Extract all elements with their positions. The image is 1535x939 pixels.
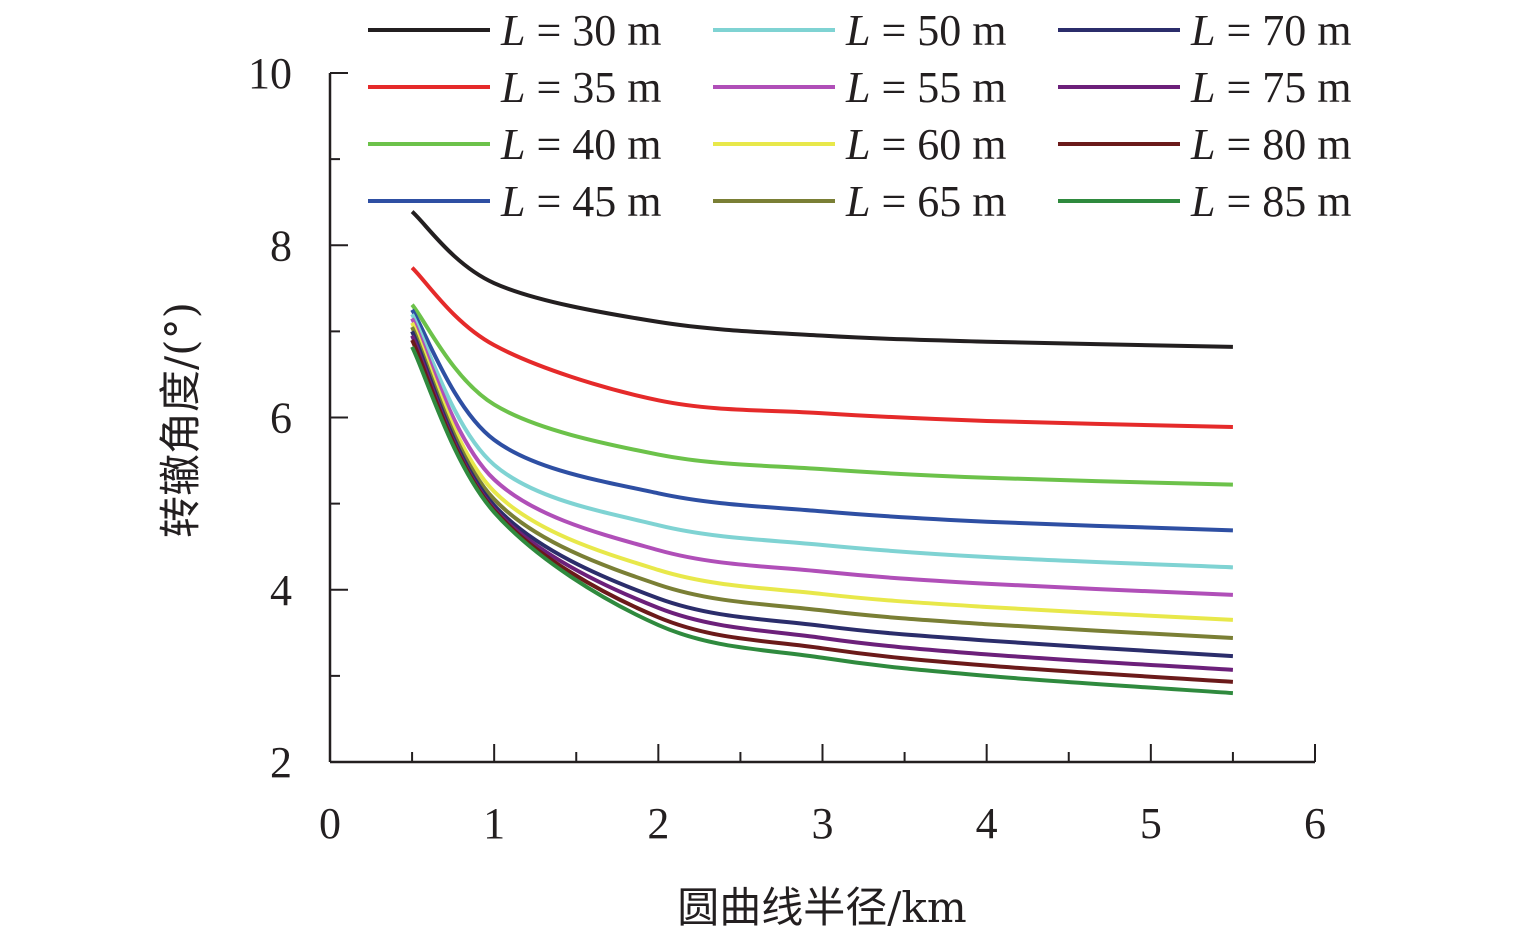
- legend-label: L = 30 m: [500, 6, 662, 55]
- legend-label: L = 85 m: [1190, 177, 1352, 226]
- y-tick-label: 2: [270, 738, 292, 787]
- y-axis-label: 转辙角度/(°): [156, 302, 205, 538]
- legend-label: L = 60 m: [845, 120, 1007, 169]
- series-line: [410, 308, 1233, 533]
- legend-label: L = 75 m: [1190, 63, 1352, 112]
- legend-label: L = 40 m: [500, 120, 662, 169]
- legend-item: L = 85 m: [1058, 177, 1352, 226]
- x-tick-label: 0: [319, 799, 341, 848]
- series-line: [410, 345, 1234, 696]
- x-tick-label: 5: [1140, 799, 1162, 848]
- legend: L = 30 m L = 35 m L = 40 m L = 45 m L = 50 m…: [368, 6, 1352, 226]
- legend-label: L = 55 m: [845, 63, 1007, 112]
- legend-item: L = 65 m: [713, 177, 1007, 226]
- legend-item: L = 60 m: [713, 120, 1007, 169]
- legend-item: L = 30 m: [368, 6, 662, 55]
- legend-item: L = 70 m: [1058, 6, 1352, 55]
- series-line: [410, 210, 1233, 349]
- y-tick-label: 6: [270, 394, 292, 443]
- legend-label: L = 50 m: [845, 6, 1007, 55]
- axes: 0 1 2 3 4 5 6 2 4 6 8 10: [248, 49, 1326, 848]
- legend-item: L = 80 m: [1058, 120, 1352, 169]
- y-tick-label: 4: [270, 566, 292, 615]
- x-tick-label: 3: [812, 799, 834, 848]
- legend-item: L = 35 m: [368, 63, 662, 112]
- legend-item: L = 40 m: [368, 120, 662, 169]
- legend-label: L = 70 m: [1190, 6, 1352, 55]
- legend-item: L = 75 m: [1058, 63, 1352, 112]
- legend-item: L = 45 m: [368, 177, 662, 226]
- x-tick-label: 1: [483, 799, 505, 848]
- x-tick-label: 6: [1304, 799, 1326, 848]
- series-line: [410, 303, 1233, 487]
- legend-label: L = 65 m: [845, 177, 1007, 226]
- legend-item: L = 55 m: [713, 63, 1007, 112]
- series-line: [410, 317, 1234, 597]
- series-line: [410, 321, 1234, 622]
- series-line: [410, 313, 1234, 570]
- series-line: [410, 330, 1234, 659]
- legend-label: L = 45 m: [500, 177, 662, 226]
- series-lines: [410, 210, 1234, 696]
- legend-item: L = 50 m: [713, 6, 1007, 55]
- x-tick-label: 4: [976, 799, 998, 848]
- x-tick-label: 2: [647, 799, 669, 848]
- legend-label: L = 80 m: [1190, 120, 1352, 169]
- y-tick-label: 10: [248, 49, 292, 98]
- y-tick-label: 8: [270, 221, 292, 270]
- x-axis-label: 圆曲线半径/km: [677, 883, 966, 932]
- series-line: [410, 334, 1234, 672]
- series-line: [410, 326, 1234, 640]
- series-line: [410, 266, 1233, 429]
- legend-label: L = 35 m: [500, 63, 662, 112]
